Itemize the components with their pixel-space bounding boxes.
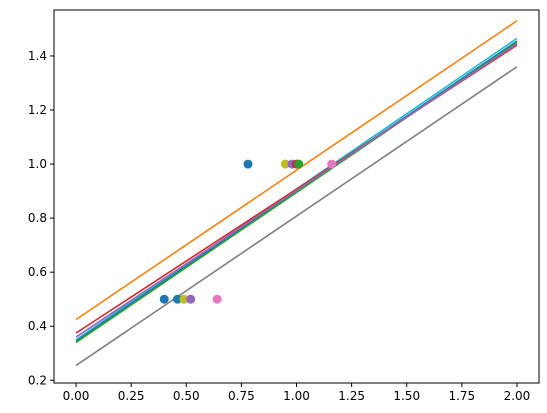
data-point-9 <box>179 294 189 304</box>
x-tick-label: 1.50 <box>393 389 420 403</box>
x-tick-label: 1.25 <box>338 389 365 403</box>
x-tick-label: 0.00 <box>63 389 90 403</box>
x-tick-label: 0.50 <box>173 389 200 403</box>
x-tick-label: 0.75 <box>228 389 255 403</box>
y-tick-label: 0.4 <box>28 319 47 333</box>
x-tick-label: 0.25 <box>118 389 145 403</box>
y-tick-label: 1.4 <box>28 49 47 63</box>
data-point-5 <box>294 159 304 169</box>
data-point-11 <box>212 294 222 304</box>
data-point-10 <box>186 294 196 304</box>
y-tick-label: 0.8 <box>28 211 47 225</box>
plot-content <box>75 20 518 367</box>
data-point-6 <box>327 159 337 169</box>
data-point-7 <box>159 294 169 304</box>
x-axis: 0.00 0.25 0.50 0.75 1.00 1.25 1.50 1.75 2.00 <box>63 383 531 403</box>
x-tick-label: 2.00 <box>504 389 531 403</box>
y-axis: 0.2 0.4 0.6 0.8 1.0 1.2 1.4 <box>28 49 54 387</box>
series-line-7 <box>75 66 518 367</box>
y-tick-label: 1.0 <box>28 157 47 171</box>
y-tick-label: 0.6 <box>28 265 47 279</box>
series-line-6 <box>75 43 518 338</box>
series-line-1 <box>75 20 518 321</box>
data-point-2 <box>280 159 290 169</box>
x-tick-label: 1.00 <box>283 389 310 403</box>
y-tick-label: 1.2 <box>28 103 47 117</box>
x-tick-label: 1.75 <box>448 389 475 403</box>
data-point-8 <box>172 294 182 304</box>
y-tick-label: 0.2 <box>28 373 47 387</box>
data-point-1 <box>243 159 253 169</box>
